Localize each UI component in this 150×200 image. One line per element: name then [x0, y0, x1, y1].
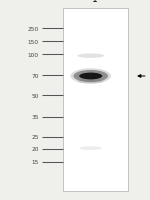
Text: 1: 1: [92, 0, 98, 4]
Text: 25: 25: [32, 135, 39, 139]
Text: 50: 50: [32, 94, 39, 98]
Text: 20: 20: [32, 147, 39, 151]
Text: 150: 150: [28, 40, 39, 44]
FancyBboxPatch shape: [63, 9, 128, 191]
Ellipse shape: [70, 69, 111, 84]
Text: 35: 35: [32, 115, 39, 119]
Ellipse shape: [74, 71, 108, 83]
Ellipse shape: [77, 54, 104, 59]
Text: 70: 70: [32, 74, 39, 78]
Text: 15: 15: [32, 160, 39, 164]
Ellipse shape: [78, 80, 104, 84]
Text: 250: 250: [28, 27, 39, 31]
Ellipse shape: [80, 147, 102, 150]
Text: 100: 100: [28, 53, 39, 57]
Ellipse shape: [79, 73, 102, 80]
